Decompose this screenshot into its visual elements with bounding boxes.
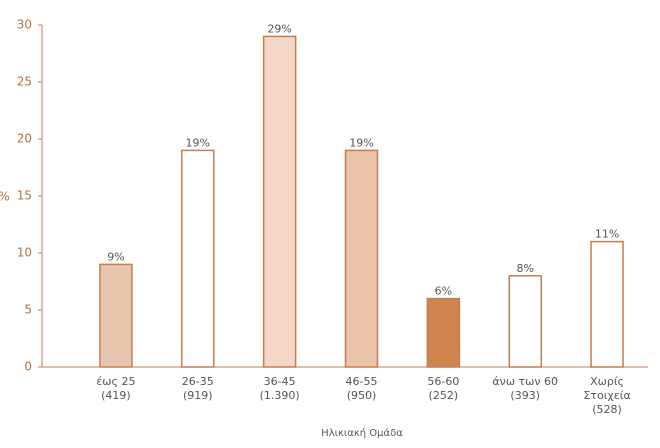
y-tick-label: 15 — [17, 189, 32, 203]
x-tick-label: άνω των 60 — [492, 375, 558, 388]
x-tick-label: (950) — [347, 389, 377, 402]
y-axis-label: % — [0, 190, 10, 204]
bar — [590, 240, 624, 368]
x-tick-label: 36-45 — [264, 375, 296, 388]
x-axis-label: Ηλικιακή Ομάδα — [321, 427, 403, 439]
bar — [262, 35, 297, 368]
x-tick-label: (528) — [592, 403, 622, 416]
y-tick-label: 25 — [17, 75, 32, 89]
y-tick-label: 20 — [17, 132, 32, 146]
y-tick-label: 30 — [17, 18, 32, 32]
value-label: 19% — [349, 136, 373, 149]
x-tick-label: (1.390) — [260, 389, 300, 402]
x-tick-label: 46-55 — [346, 375, 378, 388]
value-label: 11% — [595, 228, 619, 241]
value-label: 9% — [107, 250, 124, 263]
value-label: 29% — [267, 22, 291, 35]
bar — [181, 149, 215, 368]
x-tick-label: (419) — [101, 389, 131, 402]
y-tick-label: 5 — [24, 303, 32, 317]
value-label: 8% — [516, 262, 533, 275]
bar — [508, 275, 542, 368]
value-label: 19% — [186, 136, 210, 149]
y-tick-label: 0 — [24, 360, 32, 374]
x-tick-label: έως 25 — [96, 375, 135, 388]
bar — [344, 149, 379, 368]
x-tick-label: 26-35 — [182, 375, 214, 388]
y-tick-label: 10 — [17, 246, 32, 260]
x-tick-label: (252) — [429, 389, 459, 402]
x-tick-label: (919) — [183, 389, 213, 402]
bar — [426, 297, 461, 368]
x-tick-label: Στοιχεία — [583, 389, 630, 402]
x-tick-label: Χωρίς — [590, 375, 624, 388]
bar — [99, 263, 133, 368]
value-label: 6% — [435, 285, 452, 298]
x-tick-label: 56-60 — [427, 375, 459, 388]
x-tick-label: (393) — [510, 389, 540, 402]
